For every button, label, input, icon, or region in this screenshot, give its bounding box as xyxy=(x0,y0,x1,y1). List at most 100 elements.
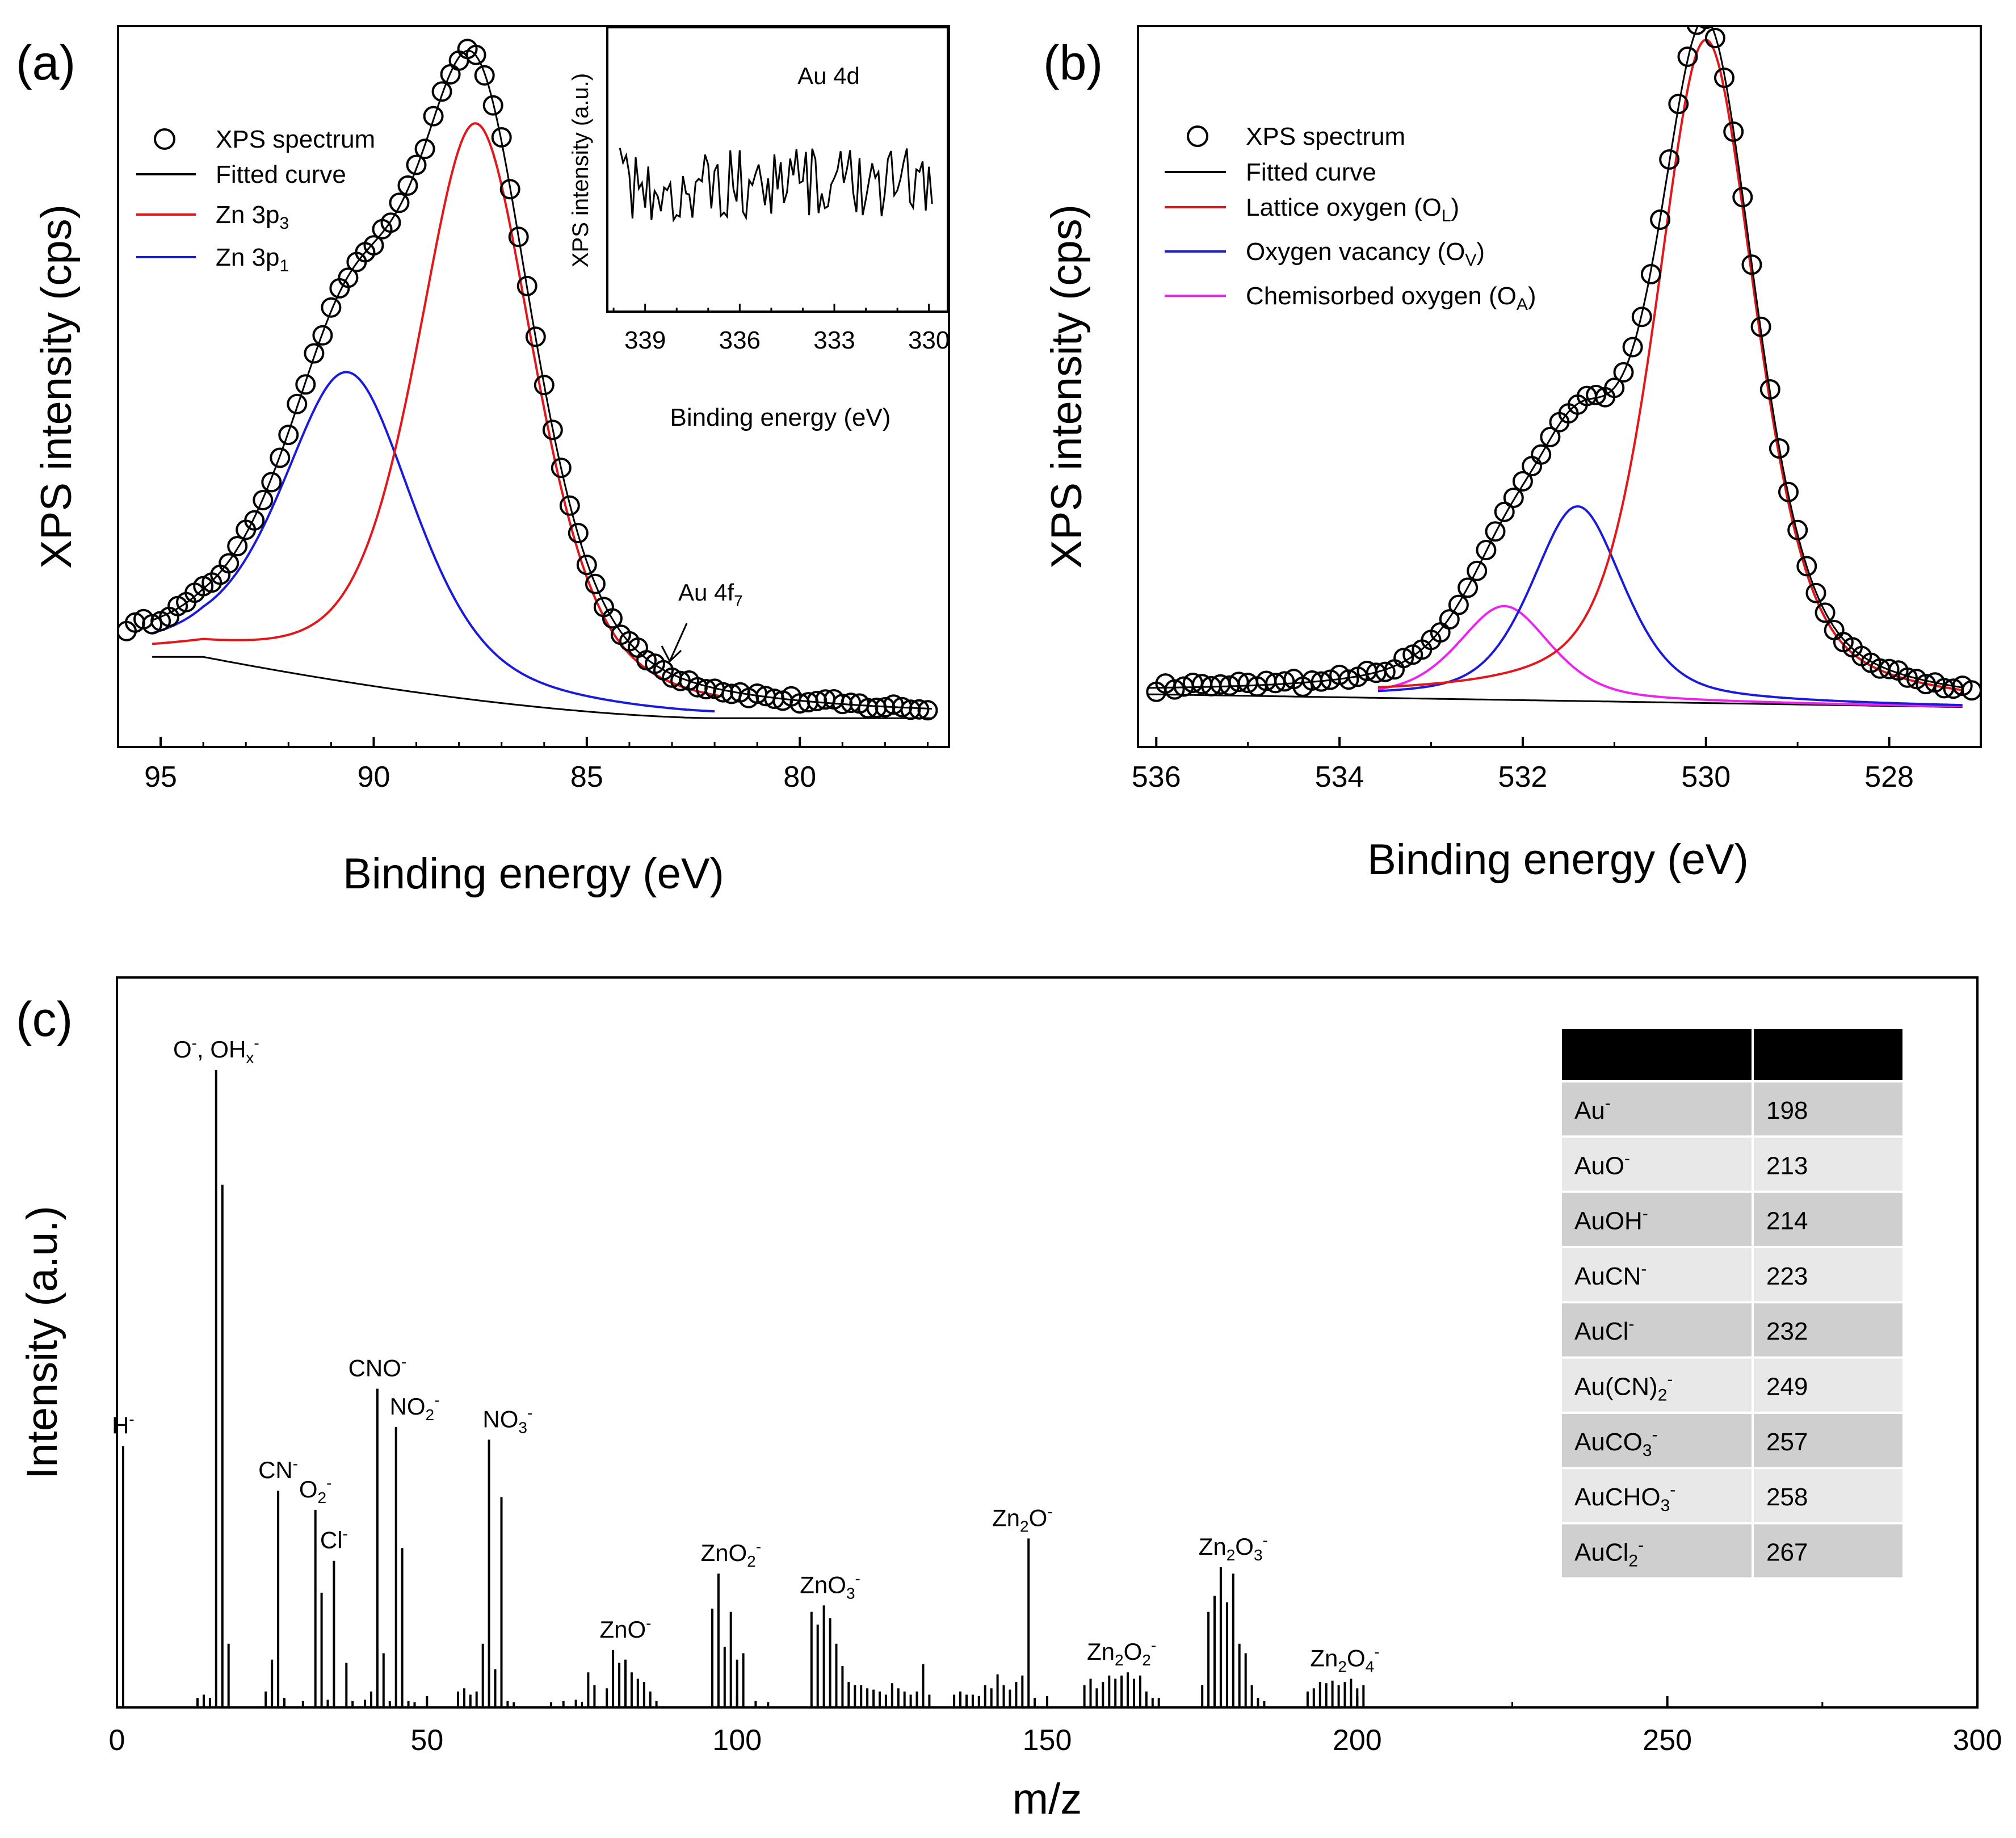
legend-a-zn3p3: Zn 3p3 xyxy=(216,201,289,233)
xps-data-point xyxy=(389,192,410,213)
panel-a-label: (a) xyxy=(16,36,75,90)
vacancy-curve xyxy=(1377,505,1963,707)
legend-b-lattice: Lattice oxygen (OL) xyxy=(1246,194,1459,225)
xps-data-point xyxy=(1824,620,1845,640)
xps-data-point xyxy=(1723,121,1744,142)
xps-data-point xyxy=(1164,679,1185,700)
x-tick-label: 530 xyxy=(1681,761,1731,794)
xps-data-point xyxy=(1759,379,1780,400)
x-tick-label: 528 xyxy=(1864,761,1914,794)
xps-data-point xyxy=(380,212,401,233)
table-cell-bg xyxy=(1562,1248,1752,1302)
legend-a-xps: XPS spectrum xyxy=(216,125,375,153)
xps-data-point xyxy=(1631,307,1652,328)
au4f7-annotation: Au 4f7 xyxy=(678,579,743,610)
xps-data-point xyxy=(142,614,163,635)
peak-label: H- xyxy=(112,1411,135,1439)
table-header-amu: amu xyxy=(1766,1041,1817,1069)
xps-data-point xyxy=(568,523,589,544)
table-amu: 232 xyxy=(1766,1317,1808,1345)
xps-data-point xyxy=(1769,438,1790,459)
inset-x-tick-label: 339 xyxy=(624,326,666,354)
legend-a-fitted: Fitted curve xyxy=(216,161,346,188)
xps-data-point xyxy=(1604,377,1625,398)
panel-b-ylabel: XPS intensity (cps) xyxy=(1043,204,1091,569)
inset-xlabel: Binding energy (eV) xyxy=(670,404,891,431)
xps-data-point xyxy=(1311,671,1332,692)
xps-data-point xyxy=(431,81,452,102)
peak-label: Zn2O2- xyxy=(1087,1636,1156,1669)
fitted-curve xyxy=(1147,26,1963,689)
peak-label: NO3- xyxy=(482,1404,532,1436)
zn3p3-curve xyxy=(152,122,724,698)
xps-data-point xyxy=(312,325,333,346)
xps-data-point xyxy=(559,495,580,516)
table-amu: 257 xyxy=(1766,1428,1808,1456)
table-amu: 267 xyxy=(1766,1538,1808,1566)
xps-data-point xyxy=(219,553,240,574)
table-cell-bg xyxy=(1754,1524,1902,1577)
inset-x-tick-label: 336 xyxy=(719,326,761,354)
peak-label: ZnO- xyxy=(599,1614,651,1643)
au-species-table: Au species amu Au- 198 AuO- 213 AuOH- 214 AuCN- 2… xyxy=(1562,1029,1902,1577)
xps-data-point xyxy=(1228,672,1249,693)
xps-data-point xyxy=(525,326,546,347)
xps-data-point xyxy=(270,447,291,468)
xps-data-point xyxy=(1668,94,1689,115)
xps-data-point xyxy=(1503,488,1524,508)
table-species: Au- xyxy=(1574,1094,1611,1124)
legend-b-chemisorbed: Chemisorbed oxygen (OA) xyxy=(1246,282,1536,314)
panel-a-chart: 95 90 85 80 Binding energy (eV) XPS intensi… xyxy=(32,25,950,898)
inset-ylabel: XPS intensity (a.u.) xyxy=(568,73,593,267)
panel-c-chart: 0 50 100 150 200 250 300 H- O-, OHx- CN-O2- Cl- CN… xyxy=(18,976,2002,1823)
xps-data-point xyxy=(576,555,597,576)
xps-data-point xyxy=(1704,28,1725,48)
table-amu: 223 xyxy=(1766,1262,1808,1290)
table-species: AuCHO3- xyxy=(1574,1480,1675,1515)
table-species: AuCl- xyxy=(1574,1315,1634,1345)
au4d-curve xyxy=(619,148,933,223)
xps-data-point xyxy=(1467,560,1488,581)
xps-data-point xyxy=(1750,316,1771,337)
table-cell-bg xyxy=(1562,1469,1752,1522)
panel-b-xlabel: Binding energy (eV) xyxy=(1367,836,1749,884)
xps-data-point xyxy=(227,536,248,557)
xps-data-point xyxy=(909,699,930,720)
legend-circle-marker xyxy=(154,128,175,150)
xps-data-point xyxy=(1815,602,1836,623)
xps-data-point xyxy=(1613,362,1634,383)
xps-data-point xyxy=(1879,658,1900,679)
table-species: AuOH- xyxy=(1574,1205,1648,1235)
x-tick-label: 95 xyxy=(144,761,177,794)
table-cell-bg xyxy=(1562,1138,1752,1191)
panel-a-ylabel: XPS intensity (cps) xyxy=(32,204,81,569)
xps-data-point xyxy=(542,419,563,440)
xps-data-point xyxy=(1778,481,1799,502)
x-tick-label: 90 xyxy=(358,761,390,794)
panel-a-legend: XPS spectrum Fitted curve Zn 3p3 Zn 3p1 xyxy=(136,125,375,275)
inset-title: Au 4d xyxy=(797,62,860,89)
x-tick-label: 0 xyxy=(109,1724,125,1757)
table-cell-bg xyxy=(1754,1193,1902,1246)
peak-label: Zn2O- xyxy=(992,1503,1053,1535)
xps-data-point xyxy=(287,393,308,414)
peak-label: CN- xyxy=(258,1455,298,1483)
xps-data-point xyxy=(423,106,444,127)
x-tick-label: 100 xyxy=(712,1724,762,1757)
peak-label: ZnO2- xyxy=(700,1538,761,1570)
table-species: Au(CN)2- xyxy=(1574,1370,1673,1405)
table-cell-bg xyxy=(1754,1413,1902,1467)
panel-b-legend: XPS spectrum Fitted curve Lattice oxygen… xyxy=(1165,123,1536,314)
background-curve xyxy=(152,656,932,719)
xps-data-point xyxy=(534,375,555,396)
xps-data-point xyxy=(917,700,938,721)
xps-data-point xyxy=(1714,68,1734,88)
panel-b-label: (b) xyxy=(1043,36,1103,90)
xps-data-point xyxy=(261,472,282,493)
inset-x-tick-label: 333 xyxy=(813,326,855,354)
table-cell-bg xyxy=(1754,1082,1902,1136)
xps-data-point xyxy=(363,235,384,256)
xps-data-point xyxy=(1393,648,1414,669)
xps-data-point xyxy=(1476,540,1497,560)
table-cell-bg xyxy=(1562,1358,1752,1412)
